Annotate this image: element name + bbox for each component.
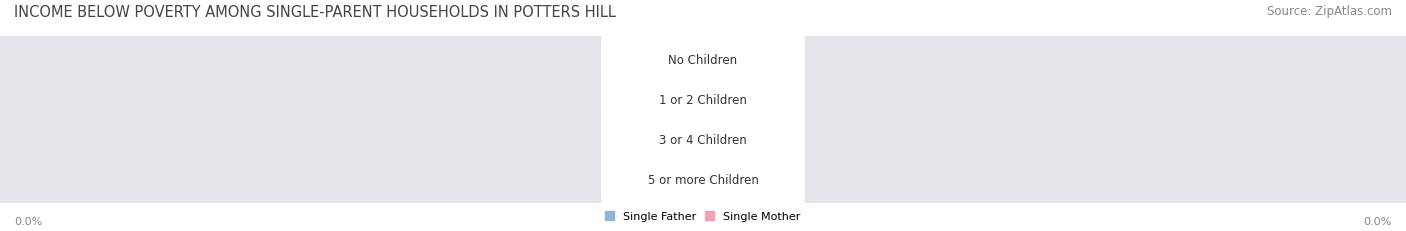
FancyBboxPatch shape <box>602 147 804 212</box>
FancyBboxPatch shape <box>697 136 793 223</box>
FancyBboxPatch shape <box>613 96 709 184</box>
Text: No Children: No Children <box>668 54 738 67</box>
FancyBboxPatch shape <box>0 0 1406 125</box>
FancyBboxPatch shape <box>0 36 1406 164</box>
Text: 0.0%: 0.0% <box>645 95 676 105</box>
Text: 1 or 2 Children: 1 or 2 Children <box>659 94 747 107</box>
Text: INCOME BELOW POVERTY AMONG SINGLE-PARENT HOUSEHOLDS IN POTTERS HILL: INCOME BELOW POVERTY AMONG SINGLE-PARENT… <box>14 5 616 20</box>
Text: 0.0%: 0.0% <box>645 56 676 66</box>
Text: 5 or more Children: 5 or more Children <box>648 173 758 186</box>
Legend: Single Father, Single Mother: Single Father, Single Mother <box>600 206 806 225</box>
FancyBboxPatch shape <box>602 68 804 132</box>
Text: 0.0%: 0.0% <box>645 175 676 185</box>
FancyBboxPatch shape <box>697 56 793 144</box>
FancyBboxPatch shape <box>0 116 1406 231</box>
Text: 0.0%: 0.0% <box>645 135 676 145</box>
FancyBboxPatch shape <box>613 56 709 144</box>
FancyBboxPatch shape <box>0 76 1406 204</box>
FancyBboxPatch shape <box>697 96 793 184</box>
Text: 0.0%: 0.0% <box>1364 216 1392 226</box>
Text: 3 or 4 Children: 3 or 4 Children <box>659 134 747 146</box>
FancyBboxPatch shape <box>602 29 804 93</box>
Text: 0.0%: 0.0% <box>730 175 761 185</box>
FancyBboxPatch shape <box>613 17 709 105</box>
FancyBboxPatch shape <box>602 108 804 172</box>
FancyBboxPatch shape <box>697 17 793 105</box>
Text: Source: ZipAtlas.com: Source: ZipAtlas.com <box>1267 5 1392 18</box>
Text: 0.0%: 0.0% <box>14 216 42 226</box>
Text: 0.0%: 0.0% <box>730 56 761 66</box>
FancyBboxPatch shape <box>613 136 709 223</box>
Text: 0.0%: 0.0% <box>730 135 761 145</box>
Text: 0.0%: 0.0% <box>730 95 761 105</box>
